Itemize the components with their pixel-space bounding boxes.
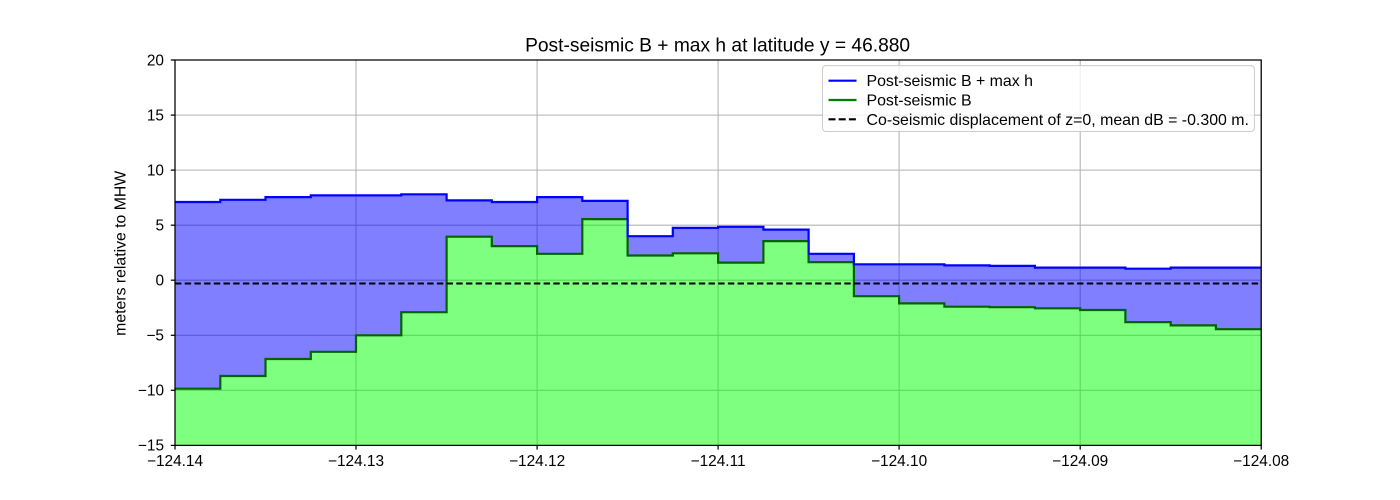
svg-text:−124.08: −124.08 [1233, 453, 1289, 470]
svg-text:5: 5 [155, 218, 164, 235]
svg-text:−10: −10 [138, 383, 164, 400]
svg-text:−124.11: −124.11 [691, 453, 746, 470]
svg-text:15: 15 [147, 107, 164, 124]
svg-text:−124.13: −124.13 [328, 453, 384, 470]
svg-text:Co-seismic displacement of z=0: Co-seismic displacement of z=0, mean dB … [867, 112, 1249, 129]
svg-text:10: 10 [147, 162, 164, 179]
svg-text:Post-seismic B + max h: Post-seismic B + max h [867, 73, 1033, 90]
svg-text:20: 20 [147, 52, 164, 69]
svg-text:−124.12: −124.12 [509, 453, 565, 470]
svg-text:meters relative to MHW: meters relative to MHW [113, 171, 130, 336]
svg-text:−124.09: −124.09 [1052, 453, 1108, 470]
svg-text:−5: −5 [146, 328, 164, 345]
svg-text:−124.14: −124.14 [147, 453, 204, 470]
svg-text:−124.10: −124.10 [871, 453, 927, 470]
svg-text:−15: −15 [138, 438, 164, 455]
svg-text:Post-seismic B: Post-seismic B [867, 93, 972, 110]
svg-text:0: 0 [155, 273, 164, 290]
svg-text:Post-seismic B + max h at lati: Post-seismic B + max h at latitude y = 4… [525, 36, 910, 57]
